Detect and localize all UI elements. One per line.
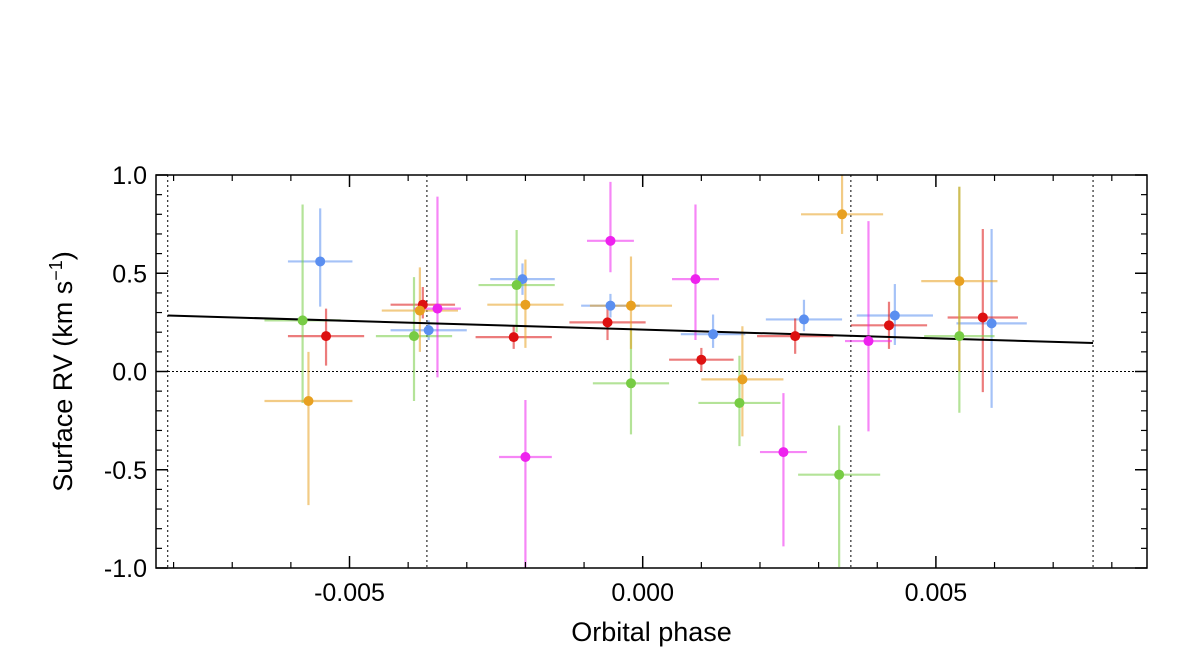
reference-lines xyxy=(156,175,1147,568)
point-magenta-3 xyxy=(690,274,701,285)
y-axis-title-close: ) xyxy=(48,251,78,260)
point-red-6 xyxy=(883,320,894,331)
y-tick-label: 0.5 xyxy=(112,260,147,288)
point-blue-6 xyxy=(889,310,900,321)
point-blue-3 xyxy=(605,300,616,311)
y-tick-label: 0.0 xyxy=(112,359,147,387)
point-green-1 xyxy=(409,331,420,342)
y-tick-label: 1.0 xyxy=(112,162,147,190)
x-tick-label: 0.005 xyxy=(905,579,968,607)
point-red-5 xyxy=(790,331,801,342)
point-magenta-2 xyxy=(605,235,616,246)
point-green-3 xyxy=(625,378,636,389)
point-orange-4 xyxy=(737,374,748,385)
point-orange-5 xyxy=(837,209,848,220)
point-blue-4 xyxy=(708,329,719,340)
x-axis-title: Orbital phase xyxy=(571,617,732,647)
point-red-3 xyxy=(602,317,613,328)
point-orange-3 xyxy=(625,300,636,311)
point-blue-1 xyxy=(423,325,434,336)
point-blue-7 xyxy=(986,318,997,329)
point-blue-5 xyxy=(798,314,809,325)
point-blue-0 xyxy=(315,256,326,267)
point-red-0 xyxy=(321,331,332,342)
point-orange-0 xyxy=(303,395,314,406)
x-tick-label: -0.005 xyxy=(314,579,385,607)
y-axis-title-main: Surface RV (km s xyxy=(48,281,78,492)
point-green-6 xyxy=(954,331,965,342)
point-orange-2 xyxy=(520,299,531,310)
point-orange-1 xyxy=(414,305,425,316)
point-orange-6 xyxy=(954,276,965,287)
point-magenta-4 xyxy=(778,447,789,458)
axis-ticks xyxy=(156,174,1147,569)
point-green-5 xyxy=(834,469,845,480)
point-magenta-0 xyxy=(432,303,443,314)
point-red-7 xyxy=(977,312,988,323)
y-axis-title-sup: −1 xyxy=(46,260,66,281)
point-red-4 xyxy=(696,354,707,365)
point-green-2 xyxy=(511,280,522,291)
fit-line xyxy=(167,314,1094,345)
tick-labels: -0.005 0.000 0.005 -1.0 -0.5 0.0 0.5 1.0 xyxy=(104,162,967,607)
point-green-0 xyxy=(297,315,308,326)
point-magenta-1 xyxy=(520,451,531,462)
point-green-4 xyxy=(734,397,745,408)
fit-line-group xyxy=(167,314,1094,345)
x-tick-label: 0.000 xyxy=(611,579,674,607)
y-tick-label: -1.0 xyxy=(104,555,147,583)
data-points xyxy=(297,209,997,480)
point-red-2 xyxy=(508,332,519,343)
y-tick-label: -0.5 xyxy=(104,457,147,485)
y-axis-title: Surface RV (km s−1) xyxy=(46,251,78,492)
point-magenta-5 xyxy=(863,336,874,347)
